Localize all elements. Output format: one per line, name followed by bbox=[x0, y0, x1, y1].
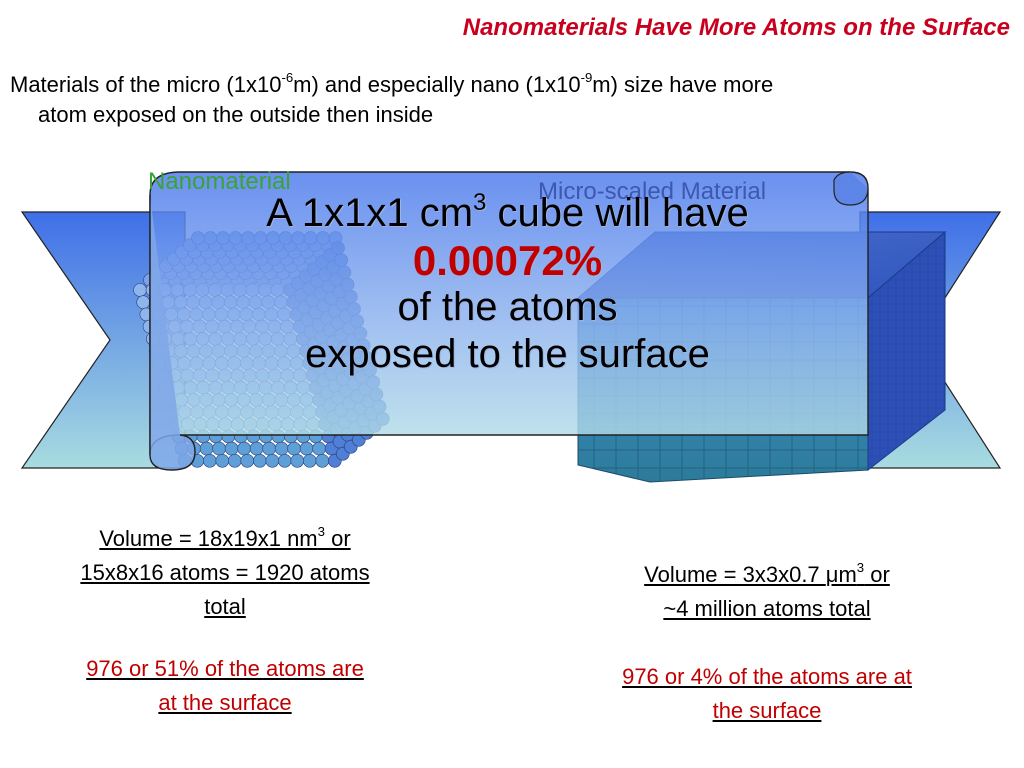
atom bbox=[133, 283, 147, 297]
nanomaterial-label: Nanomaterial bbox=[148, 168, 291, 195]
nano-total: total bbox=[204, 594, 246, 619]
micro-material-label: Micro-scaled Material bbox=[538, 178, 767, 205]
atom bbox=[312, 441, 326, 456]
atom bbox=[224, 441, 239, 456]
banner-line1: A 1x1x1 cm3 cube will have bbox=[150, 190, 865, 237]
intro-exp2: -9 bbox=[580, 69, 593, 85]
banner-line4: exposed to the surface bbox=[305, 332, 710, 376]
micro-volume: Volume = 3x3x0.7 μm3 or bbox=[562, 558, 972, 592]
atom bbox=[302, 453, 317, 468]
scroll-banner bbox=[149, 171, 869, 471]
atom bbox=[249, 441, 264, 456]
atom bbox=[265, 453, 280, 468]
atom bbox=[299, 441, 314, 456]
micro-caption: Volume = 3x3x0.7 μm3 or ~4 million atoms… bbox=[562, 558, 972, 728]
banner-line1-a: A 1x1x1 cm bbox=[266, 191, 474, 235]
atom bbox=[277, 453, 292, 468]
slide-title: Nanomaterials Have More Atoms on the Sur… bbox=[462, 14, 1010, 41]
nano-volume-exp: 3 bbox=[317, 523, 325, 539]
atom bbox=[199, 441, 214, 456]
nano-surface-line1: 976 or 51% of the atoms are bbox=[86, 656, 364, 681]
nano-volume-a: Volume = 18x19x1 nm bbox=[99, 526, 318, 551]
atom bbox=[262, 441, 276, 456]
banner-line1-exp: 3 bbox=[473, 188, 487, 216]
atom bbox=[203, 453, 217, 468]
micro-volume-b: or bbox=[864, 562, 890, 587]
intro-text: Materials of the micro (1x10-6m) and esp… bbox=[10, 70, 1010, 130]
micro-volume-a: Volume = 3x3x0.7 bbox=[644, 562, 826, 587]
atom bbox=[240, 453, 255, 468]
micro-mu: μ bbox=[825, 562, 839, 587]
atom bbox=[274, 441, 289, 456]
micro-volume-unit: m bbox=[838, 562, 857, 587]
atom bbox=[252, 453, 267, 468]
atom bbox=[287, 441, 301, 456]
atom bbox=[215, 453, 230, 468]
intro-line2: atom exposed on the outside then inside bbox=[38, 102, 434, 127]
intro-part2: m) and especially nano (1x10 bbox=[293, 72, 581, 97]
banner-line3: of the atoms bbox=[397, 285, 618, 329]
banner-text: A 1x1x1 cm3 cube will have 0.00072% of t… bbox=[150, 190, 865, 378]
micro-volume-exp: 3 bbox=[856, 559, 865, 575]
atom bbox=[212, 441, 226, 456]
banner-percent: 0.00072% bbox=[412, 237, 603, 284]
intro-part1: Materials of the micro (1x10 bbox=[10, 72, 282, 97]
nano-surface-line2: at the surface bbox=[158, 690, 292, 715]
atom bbox=[228, 453, 242, 468]
nano-volume: Volume = 18x19x1 nm3 or bbox=[20, 522, 430, 556]
intro-exp1: -6 bbox=[281, 69, 294, 85]
atom bbox=[315, 453, 330, 468]
nano-caption: Volume = 18x19x1 nm3 or 15x8x16 atoms = … bbox=[20, 522, 430, 720]
micro-surface-line2: the surface bbox=[712, 698, 822, 723]
nano-vs-micro-figure bbox=[20, 171, 1002, 483]
intro-part3: m) size have more bbox=[592, 72, 774, 97]
atom bbox=[237, 441, 251, 456]
micro-surface-line1: 976 or 4% of the atoms are at bbox=[622, 664, 912, 689]
banner-line1-b: cube will have bbox=[486, 191, 749, 235]
micro-atoms: ~4 million atoms total bbox=[663, 596, 871, 621]
atom bbox=[136, 295, 150, 310]
nano-volume-b: or bbox=[324, 526, 351, 551]
nano-atoms: 15x8x16 atoms = 1920 atoms bbox=[80, 560, 370, 585]
atom bbox=[290, 453, 305, 468]
